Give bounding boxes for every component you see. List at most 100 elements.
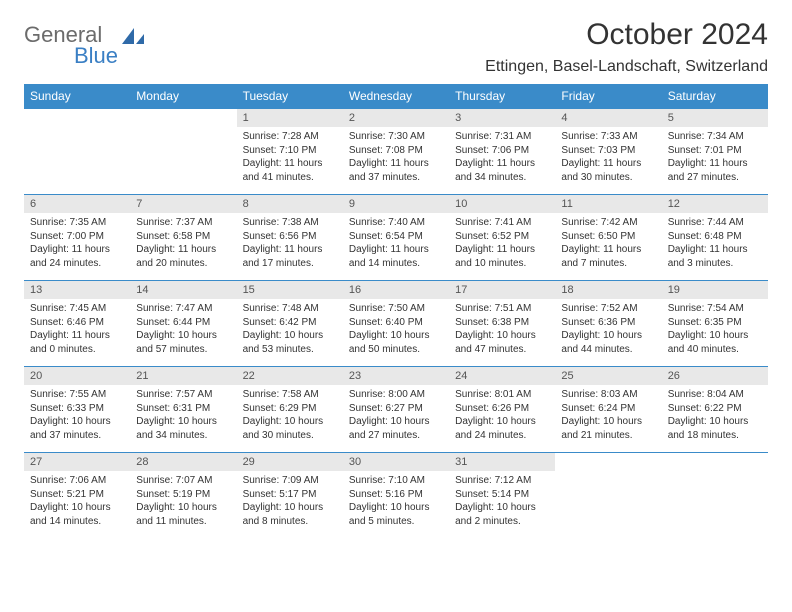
day-details: Sunrise: 7:09 AMSunset: 5:17 PMDaylight:… xyxy=(237,471,343,532)
logo-sail-icon xyxy=(120,26,146,46)
calendar-table: Sunday Monday Tuesday Wednesday Thursday… xyxy=(24,84,768,539)
sunset-text: Sunset: 6:31 PM xyxy=(136,402,230,416)
day-number: 16 xyxy=(343,281,449,299)
calendar-cell: 4Sunrise: 7:33 AMSunset: 7:03 PMDaylight… xyxy=(555,109,661,195)
day-number: 19 xyxy=(662,281,768,299)
logo: General Blue xyxy=(24,18,146,67)
day-details: Sunrise: 7:28 AMSunset: 7:10 PMDaylight:… xyxy=(237,127,343,188)
sunrise-text: Sunrise: 7:09 AM xyxy=(243,474,337,488)
sunset-text: Sunset: 7:08 PM xyxy=(349,144,443,158)
day-details: Sunrise: 8:04 AMSunset: 6:22 PMDaylight:… xyxy=(662,385,768,446)
sunrise-text: Sunrise: 7:44 AM xyxy=(668,216,762,230)
sunset-text: Sunset: 6:24 PM xyxy=(561,402,655,416)
sunset-text: Sunset: 5:17 PM xyxy=(243,488,337,502)
daylight-text: Daylight: 10 hours and 2 minutes. xyxy=(455,501,549,528)
day-number: 27 xyxy=(24,453,130,471)
calendar-cell: 19Sunrise: 7:54 AMSunset: 6:35 PMDayligh… xyxy=(662,281,768,367)
sunset-text: Sunset: 5:14 PM xyxy=(455,488,549,502)
calendar-cell: 21Sunrise: 7:57 AMSunset: 6:31 PMDayligh… xyxy=(130,367,236,453)
day-number: 14 xyxy=(130,281,236,299)
daylight-text: Daylight: 10 hours and 5 minutes. xyxy=(349,501,443,528)
sunrise-text: Sunrise: 7:33 AM xyxy=(561,130,655,144)
calendar-cell: 13Sunrise: 7:45 AMSunset: 6:46 PMDayligh… xyxy=(24,281,130,367)
sunrise-text: Sunrise: 7:40 AM xyxy=(349,216,443,230)
sunset-text: Sunset: 5:21 PM xyxy=(30,488,124,502)
sunrise-text: Sunrise: 7:12 AM xyxy=(455,474,549,488)
daylight-text: Daylight: 10 hours and 40 minutes. xyxy=(668,329,762,356)
day-details: Sunrise: 7:45 AMSunset: 6:46 PMDaylight:… xyxy=(24,299,130,360)
sunset-text: Sunset: 6:50 PM xyxy=(561,230,655,244)
daylight-text: Daylight: 11 hours and 30 minutes. xyxy=(561,157,655,184)
sunset-text: Sunset: 5:19 PM xyxy=(136,488,230,502)
day-number: 15 xyxy=(237,281,343,299)
calendar-cell: 26Sunrise: 8:04 AMSunset: 6:22 PMDayligh… xyxy=(662,367,768,453)
month-title: October 2024 xyxy=(485,18,768,52)
calendar-cell: 18Sunrise: 7:52 AMSunset: 6:36 PMDayligh… xyxy=(555,281,661,367)
daylight-text: Daylight: 10 hours and 47 minutes. xyxy=(455,329,549,356)
sunrise-text: Sunrise: 7:35 AM xyxy=(30,216,124,230)
day-number: 26 xyxy=(662,367,768,385)
day-number: 28 xyxy=(130,453,236,471)
calendar-cell: 7Sunrise: 7:37 AMSunset: 6:58 PMDaylight… xyxy=(130,195,236,281)
day-details: Sunrise: 7:51 AMSunset: 6:38 PMDaylight:… xyxy=(449,299,555,360)
calendar-cell xyxy=(24,109,130,195)
calendar-cell xyxy=(555,453,661,539)
day-details: Sunrise: 7:31 AMSunset: 7:06 PMDaylight:… xyxy=(449,127,555,188)
sunrise-text: Sunrise: 7:06 AM xyxy=(30,474,124,488)
daylight-text: Daylight: 11 hours and 27 minutes. xyxy=(668,157,762,184)
sunrise-text: Sunrise: 7:55 AM xyxy=(30,388,124,402)
sunrise-text: Sunrise: 8:00 AM xyxy=(349,388,443,402)
day-number: 23 xyxy=(343,367,449,385)
day-details: Sunrise: 8:01 AMSunset: 6:26 PMDaylight:… xyxy=(449,385,555,446)
daylight-text: Daylight: 10 hours and 34 minutes. xyxy=(136,415,230,442)
weekday-header: Thursday xyxy=(449,84,555,109)
sunrise-text: Sunrise: 7:51 AM xyxy=(455,302,549,316)
calendar-cell: 1Sunrise: 7:28 AMSunset: 7:10 PMDaylight… xyxy=(237,109,343,195)
sunset-text: Sunset: 6:36 PM xyxy=(561,316,655,330)
calendar-cell: 11Sunrise: 7:42 AMSunset: 6:50 PMDayligh… xyxy=(555,195,661,281)
weekday-header: Monday xyxy=(130,84,236,109)
day-number: 2 xyxy=(343,109,449,127)
daylight-text: Daylight: 10 hours and 57 minutes. xyxy=(136,329,230,356)
daylight-text: Daylight: 10 hours and 11 minutes. xyxy=(136,501,230,528)
calendar-row: 27 Sunrise: 7:06 AMSunset: 5:21 PM Dayligh… xyxy=(24,453,768,539)
day-details: Sunrise: 7:44 AMSunset: 6:48 PMDaylight:… xyxy=(662,213,768,274)
day-number: 30 xyxy=(343,453,449,471)
sunset-text: Sunset: 6:46 PM xyxy=(30,316,124,330)
weekday-header-row: Sunday Monday Tuesday Wednesday Thursday… xyxy=(24,84,768,109)
daylight-text: Daylight: 10 hours and 27 minutes. xyxy=(349,415,443,442)
sunset-text: Sunset: 6:54 PM xyxy=(349,230,443,244)
day-details: Sunrise: 7:33 AMSunset: 7:03 PMDaylight:… xyxy=(555,127,661,188)
sunrise-text: Sunrise: 7:52 AM xyxy=(561,302,655,316)
daylight-text: Daylight: 10 hours and 30 minutes. xyxy=(243,415,337,442)
calendar-cell: 6Sunrise: 7:35 AMSunset: 7:00 PMDaylight… xyxy=(24,195,130,281)
daylight-text: Daylight: 11 hours and 24 minutes. xyxy=(30,243,124,270)
sunset-text: Sunset: 7:06 PM xyxy=(455,144,549,158)
weekday-header: Saturday xyxy=(662,84,768,109)
sunrise-text: Sunrise: 7:38 AM xyxy=(243,216,337,230)
sunrise-text: Sunrise: 7:07 AM xyxy=(136,474,230,488)
day-details: Sunrise: 8:00 AMSunset: 6:27 PMDaylight:… xyxy=(343,385,449,446)
day-details: Sunrise: 7:40 AMSunset: 6:54 PMDaylight:… xyxy=(343,213,449,274)
day-details: Sunrise: 7:58 AMSunset: 6:29 PMDaylight:… xyxy=(237,385,343,446)
day-details: Sunrise: 7:54 AMSunset: 6:35 PMDaylight:… xyxy=(662,299,768,360)
daylight-text: Daylight: 11 hours and 7 minutes. xyxy=(561,243,655,270)
daylight-text: Daylight: 11 hours and 37 minutes. xyxy=(349,157,443,184)
day-details: Sunrise: 7:50 AMSunset: 6:40 PMDaylight:… xyxy=(343,299,449,360)
day-number: 10 xyxy=(449,195,555,213)
day-details: Sunrise: 7:34 AMSunset: 7:01 PMDaylight:… xyxy=(662,127,768,188)
weekday-header: Sunday xyxy=(24,84,130,109)
calendar-row: 13Sunrise: 7:45 AMSunset: 6:46 PMDayligh… xyxy=(24,281,768,367)
day-number: 9 xyxy=(343,195,449,213)
sunset-text: Sunset: 6:42 PM xyxy=(243,316,337,330)
daylight-text: Daylight: 11 hours and 3 minutes. xyxy=(668,243,762,270)
daylight-text: Daylight: 11 hours and 10 minutes. xyxy=(455,243,549,270)
day-details: Sunrise: 7:35 AMSunset: 7:00 PMDaylight:… xyxy=(24,213,130,274)
sunset-text: Sunset: 6:44 PM xyxy=(136,316,230,330)
day-number: 4 xyxy=(555,109,661,127)
calendar-cell: 28 Sunrise: 7:07 AMSunset: 5:19 PMDayligh… xyxy=(130,453,236,539)
daylight-text: Daylight: 11 hours and 17 minutes. xyxy=(243,243,337,270)
day-number: 7 xyxy=(130,195,236,213)
calendar-cell: 12Sunrise: 7:44 AMSunset: 6:48 PMDayligh… xyxy=(662,195,768,281)
sunset-text: Sunset: 7:10 PM xyxy=(243,144,337,158)
